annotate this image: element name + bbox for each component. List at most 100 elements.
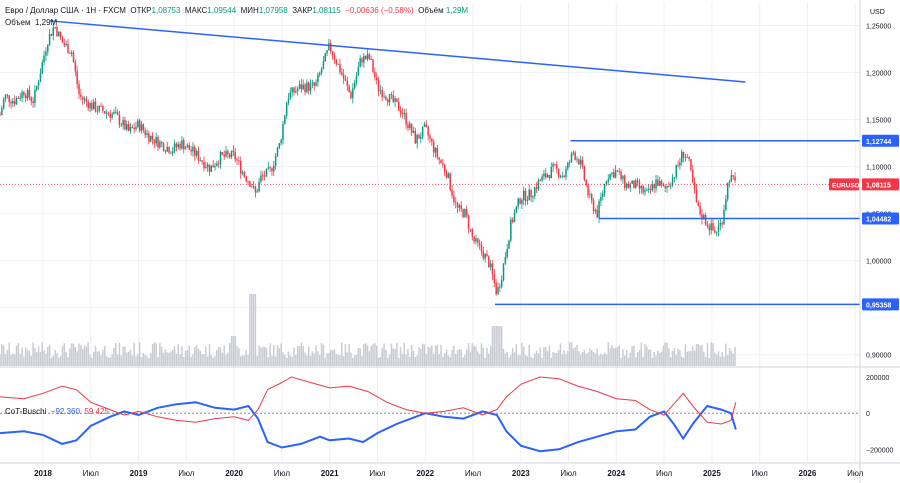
volume-bar: [146, 356, 148, 366]
candle-body: [133, 127, 135, 130]
volume-bar: [302, 345, 304, 366]
volume-header: Объем 1,29M: [5, 18, 57, 27]
candle-body: [160, 141, 163, 144]
high-label: МАКС: [184, 6, 208, 15]
candle-body: [91, 103, 93, 110]
volume-bar: [629, 352, 632, 366]
volume-bar: [574, 347, 576, 366]
candle-body: [603, 184, 606, 194]
candle-body: [21, 92, 23, 98]
volume-bar: [559, 343, 562, 366]
volume-bar: [624, 355, 626, 366]
candle-body: [234, 151, 236, 160]
volume-bar: [671, 350, 674, 366]
candle-body: [607, 179, 609, 182]
volume-bar: [725, 343, 727, 366]
candle-body: [28, 89, 31, 98]
candle-body: [194, 146, 196, 156]
volume-bar: [76, 351, 78, 366]
candle-body: [620, 171, 622, 180]
volume-bar: [230, 336, 233, 366]
candle-body: [171, 151, 174, 154]
candle-body: [563, 175, 565, 177]
volume-bar: [344, 343, 347, 366]
volume-bar: [482, 347, 485, 366]
candle-body: [67, 43, 69, 54]
volume-bar: [717, 351, 720, 366]
candle-body: [460, 205, 462, 210]
candle-body: [388, 94, 391, 103]
volume-bar: [478, 354, 481, 366]
candle-body: [519, 198, 521, 204]
volume-bar: [502, 348, 505, 366]
candle-body: [679, 162, 681, 166]
volume-bar: [238, 348, 240, 366]
volume-bar: [416, 355, 418, 366]
volume-bar: [256, 356, 259, 366]
candle-body: [291, 87, 293, 93]
candle-body: [216, 163, 218, 166]
volume-bar: [289, 355, 292, 366]
volume-bar: [87, 342, 89, 366]
volume-bar: [98, 351, 100, 366]
volume-bar: [341, 342, 343, 366]
candle-body: [4, 94, 7, 100]
candle-body: [273, 165, 275, 172]
volume-bar: [19, 354, 21, 366]
volume-bar: [427, 346, 429, 366]
candle-body: [675, 164, 677, 178]
candle-body: [374, 72, 376, 78]
volume-bar: [212, 357, 214, 366]
volume-bar: [669, 357, 672, 366]
volume-bar: [613, 347, 615, 366]
volume-bar: [330, 350, 332, 366]
candle-body: [333, 55, 336, 60]
price-labels: 1,12744 1,04482 0,95358 EURUSD 1,08115: [829, 134, 899, 311]
candle-body: [300, 84, 303, 90]
indicator-tick-label: −200000: [866, 447, 894, 454]
volume-bar: [72, 343, 75, 366]
candle-body: [401, 113, 404, 115]
candle-body: [405, 112, 407, 125]
volume-bar: [734, 347, 736, 366]
candle-body: [385, 96, 387, 100]
volume-bar: [557, 349, 560, 366]
candle-body: [89, 103, 91, 109]
candle-body: [554, 163, 556, 165]
candle-body: [541, 176, 543, 181]
level-tag: [862, 212, 899, 225]
volume-bar: [313, 353, 315, 366]
candle-body: [655, 179, 657, 189]
volume-bar: [598, 355, 600, 366]
candle-body: [183, 140, 185, 150]
support-resistance-levels[interactable]: [0, 20, 860, 306]
volume-bar: [34, 347, 36, 366]
volume-bar: [510, 354, 512, 366]
candle-body: [102, 105, 104, 112]
candle-body: [589, 194, 591, 196]
volume-bar: [304, 352, 306, 366]
candle-body: [651, 184, 654, 191]
candle-body: [149, 135, 152, 142]
candle-body: [480, 244, 483, 252]
candle-body: [399, 110, 402, 114]
volume-bar: [307, 346, 310, 366]
candle-body: [407, 124, 409, 129]
volume-bar: [227, 352, 229, 366]
candle-body: [732, 175, 734, 177]
volume-bar: [561, 354, 564, 366]
candle-body: [592, 200, 595, 212]
volume-bar: [107, 357, 110, 366]
candles: [0, 22, 736, 296]
volume-bar: [664, 342, 666, 366]
candle-body: [72, 52, 75, 63]
candle-body: [723, 209, 725, 225]
volume-bar: [326, 353, 328, 366]
candle-body: [533, 187, 536, 197]
time-tick-label: Июл: [847, 469, 864, 478]
volume-bar: [80, 344, 82, 366]
volume-bar: [317, 351, 319, 366]
trendline: [49, 20, 746, 83]
candle-body: [116, 111, 119, 115]
